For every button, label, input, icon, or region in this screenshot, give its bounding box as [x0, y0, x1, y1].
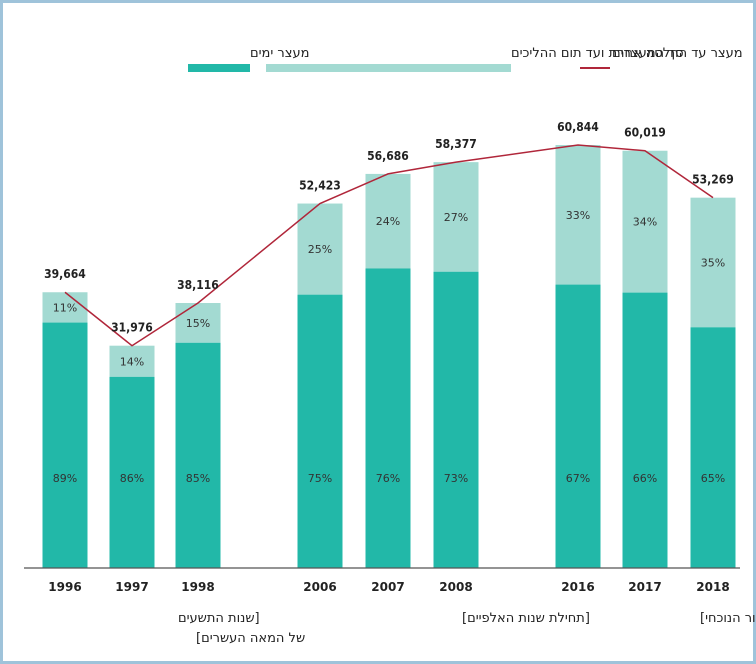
pct-until-end-1997: 14% — [120, 355, 144, 368]
pct-until-end-2008: 27% — [444, 211, 468, 224]
legend-until-end-label: מעצר עד החלטה אחרת ועד תום ההליכים — [511, 46, 743, 61]
legend: סך המעצרים מעצר עד החלטה אחרת ועד תום הה… — [188, 46, 743, 72]
pct-days-2006: 75% — [308, 472, 332, 485]
bars-layer — [42, 145, 736, 568]
pct-days-2008: 73% — [444, 472, 468, 485]
bar-until-end-1996 — [42, 292, 88, 323]
legend-total-label: סך המעצרים — [612, 46, 684, 61]
bar-days-2017 — [622, 292, 668, 568]
year-label-2017: 2017 — [628, 580, 661, 594]
total-label-2006: 52,423 — [299, 179, 341, 193]
group-label-90s-line2: של המאה העשרים] — [196, 631, 305, 646]
pct-until-end-2007: 24% — [376, 215, 400, 228]
pct-days-2017: 66% — [633, 472, 657, 485]
total-label-1997: 31,976 — [111, 321, 153, 335]
bar-until-end-2007 — [365, 173, 411, 269]
pct-days-1998: 85% — [186, 472, 210, 485]
total-label-2008: 58,377 — [435, 137, 477, 151]
total-label-2017: 60,019 — [624, 126, 666, 140]
bar-until-end-1997 — [109, 345, 155, 377]
pct-until-end-2017: 34% — [633, 216, 657, 229]
total-label-2016: 60,844 — [557, 120, 599, 134]
bar-days-1997 — [109, 376, 155, 568]
pct-days-1996: 89% — [53, 472, 77, 485]
pct-until-end-2006: 25% — [308, 243, 332, 256]
pct-until-end-2016: 33% — [566, 209, 590, 222]
group-label-90s-line1: [שנות התשעים — [178, 611, 260, 626]
year-label-2006: 2006 — [303, 580, 336, 594]
year-label-2007: 2007 — [371, 580, 404, 594]
bar-until-end-1998 — [175, 303, 221, 343]
bar-until-end-2018 — [690, 197, 736, 328]
pct-until-end-1998: 15% — [186, 317, 210, 330]
pct-days-2007: 76% — [376, 472, 400, 485]
total-label-1996: 39,664 — [44, 267, 86, 281]
bar-days-1998 — [175, 342, 221, 568]
group-label-current: [העשור הנוכחי] — [700, 611, 756, 626]
group-labels: [שנות התשעים של המאה העשרים] [תחילת שנות… — [178, 611, 756, 646]
year-label-1998: 1998 — [181, 580, 214, 594]
pct-until-end-2018: 35% — [701, 256, 725, 269]
bar-days-2018 — [690, 327, 736, 568]
bar-until-end-2006 — [297, 203, 343, 295]
bar-days-2006 — [297, 294, 343, 568]
bar-days-2007 — [365, 268, 411, 568]
bar-days-2008 — [433, 271, 479, 568]
total-label-2007: 56,686 — [367, 149, 409, 163]
year-label-2016: 2016 — [561, 580, 594, 594]
legend-days-label: מעצר ימים — [250, 46, 309, 61]
year-label-1997: 1997 — [115, 580, 148, 594]
year-label-2008: 2008 — [439, 580, 472, 594]
pct-days-2016: 67% — [566, 472, 590, 485]
total-line — [64, 144, 714, 347]
legend-days-swatch — [188, 64, 250, 72]
year-label-1996: 1996 — [48, 580, 81, 594]
bar-days-2016 — [555, 284, 601, 568]
year-label-2018: 2018 — [696, 580, 729, 594]
pct-days-1997: 86% — [120, 472, 144, 485]
bar-until-end-2008 — [433, 162, 479, 272]
bar-until-end-2017 — [622, 150, 668, 293]
labels-layer: 39,664 11% 89% 1996 31,976 14% 86% 1997 38,116 15… — [44, 120, 734, 594]
total-line-layer — [64, 144, 714, 347]
total-label-1998: 38,116 — [177, 278, 219, 292]
legend-until-end-swatch — [266, 64, 511, 72]
bar-until-end-2016 — [555, 145, 601, 285]
pct-until-end-1996: 11% — [53, 301, 77, 314]
total-label-2018: 53,269 — [692, 173, 734, 187]
group-label-2000s: [תחילת שנות האלפיים] — [462, 611, 590, 626]
pct-days-2018: 65% — [701, 472, 725, 485]
bar-days-1996 — [42, 322, 88, 568]
